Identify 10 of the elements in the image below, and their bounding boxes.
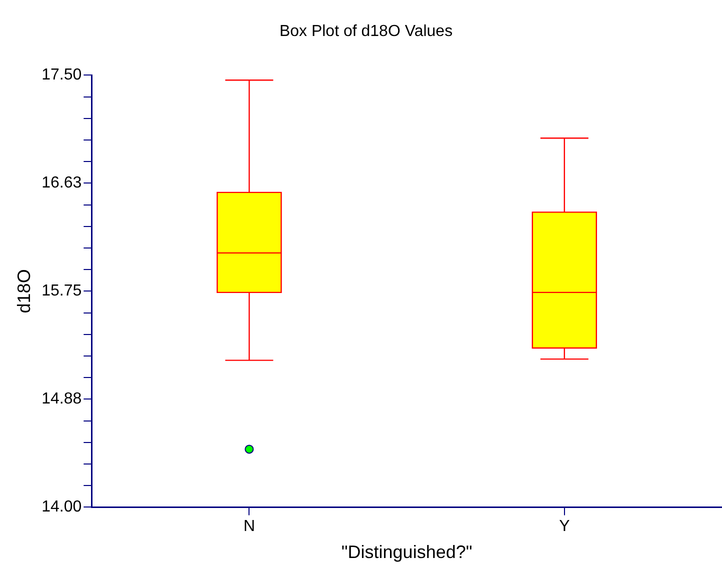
chart-title: Box Plot of d18O Values xyxy=(279,23,453,40)
x-axis-title: "Distinguished?" xyxy=(341,542,472,562)
y-tick-label: 15.75 xyxy=(42,282,82,300)
y-tick-label: 14.88 xyxy=(42,390,82,408)
x-tick-label: N xyxy=(243,518,256,536)
y-tick-label: 17.50 xyxy=(42,66,82,84)
y-tick-label: 16.63 xyxy=(42,174,82,192)
y-tick-label: 14.00 xyxy=(42,498,82,516)
x-tick-label: Y xyxy=(559,518,570,536)
y-axis-title: d18O xyxy=(14,269,34,314)
